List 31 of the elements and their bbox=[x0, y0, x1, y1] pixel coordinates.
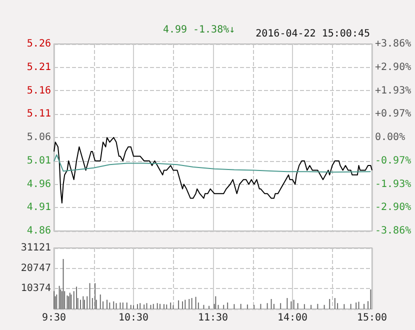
x-tick-label: 11:30 bbox=[198, 312, 228, 324]
y-tick-label: 5.06 bbox=[26, 132, 51, 143]
line-series bbox=[54, 137, 372, 204]
text: -1.38%↓ bbox=[193, 24, 236, 36]
y-tick-label: 4.86 bbox=[26, 226, 51, 236]
y-tick-label: 4.91 bbox=[26, 202, 51, 214]
y-tick-label: 4.96 bbox=[26, 178, 51, 190]
y2-tick-label: +1.93% bbox=[375, 85, 412, 96]
y2-tick-label: +2.90% bbox=[375, 62, 412, 73]
y2-tick-label: -2.90% bbox=[375, 202, 412, 214]
x-tick-label: 9:30 bbox=[42, 312, 66, 324]
y-tick-label: 5.26 bbox=[26, 38, 51, 50]
y-tick-label: 5.16 bbox=[26, 85, 51, 96]
line-series bbox=[54, 154, 372, 173]
x-tick-label: 15:00 bbox=[356, 312, 388, 324]
y-tick-label: 20747 bbox=[20, 262, 51, 274]
y2-tick-label: +0.97% bbox=[375, 108, 412, 120]
y2-tick-label: -1.93% bbox=[375, 178, 412, 190]
x-tick-label: 14:00 bbox=[277, 312, 308, 324]
y-tick-label: 5.01 bbox=[26, 155, 51, 166]
y-tick-label: 5.11 bbox=[26, 108, 51, 120]
y2-tick-label: -0.97% bbox=[375, 155, 412, 166]
x-tick-label: 10:30 bbox=[118, 312, 149, 324]
text: 4.99 bbox=[163, 24, 188, 36]
chart-title: 2016-04-22 15:00:45 bbox=[256, 28, 370, 40]
y-tick-label: 10374 bbox=[20, 283, 51, 294]
y2-tick-label: -3.86% bbox=[375, 226, 412, 236]
y-tick-label: 5.21 bbox=[26, 62, 51, 73]
y-tick-label: 31121 bbox=[20, 242, 51, 254]
y2-tick-label: +3.86% bbox=[375, 38, 412, 50]
y2-tick-label: 0.00% bbox=[375, 132, 406, 143]
